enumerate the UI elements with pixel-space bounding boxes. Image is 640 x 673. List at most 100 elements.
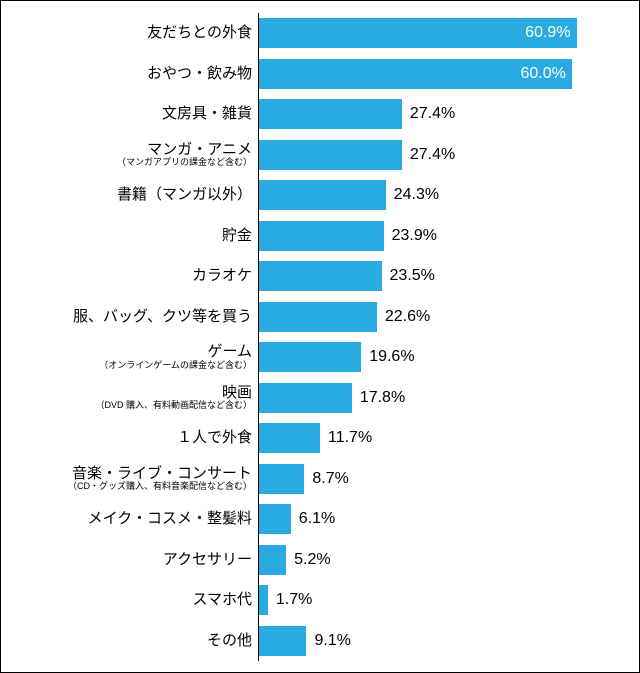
- bar-cell: 5.2%: [259, 540, 631, 581]
- chart-row: メイク・コスメ・整髪料 6.1%: [1, 499, 631, 540]
- bar-value: 27.4%: [410, 105, 455, 123]
- bar-cell: 6.1%: [259, 499, 631, 540]
- bar-label: スマホ代: [192, 592, 252, 609]
- bar-cell: 24.3%: [259, 175, 631, 216]
- label-cell: 友だちとの外食: [1, 13, 259, 54]
- label-cell: メイク・コスメ・整髪料: [1, 499, 259, 540]
- bar-value: 27.4%: [410, 146, 455, 164]
- label-cell: 文房具・雑貨: [1, 94, 259, 135]
- bar-sublabel: （マンガアプリの課金など含む）: [117, 158, 252, 168]
- bar: [259, 99, 402, 129]
- bar-label: 映画: [222, 385, 252, 402]
- label-cell: カラオケ: [1, 256, 259, 297]
- bar-value: 19.6%: [369, 348, 414, 366]
- bar-label: カラオケ: [192, 268, 252, 285]
- bar: 60.0%: [259, 59, 572, 89]
- bar-label: アクセサリー: [163, 552, 252, 569]
- label-cell: 書籍（マンガ以外）: [1, 175, 259, 216]
- bar: [259, 464, 304, 494]
- bar-cell: 23.9%: [259, 216, 631, 257]
- bar-label: ゲーム: [207, 344, 252, 361]
- bar-label: おやつ・飲み物: [147, 66, 252, 83]
- bar-value: 1.7%: [276, 591, 312, 609]
- bar-label: 友だちとの外食: [147, 25, 252, 42]
- label-cell: アクセサリー: [1, 540, 259, 581]
- bar-value: 60.9%: [525, 24, 570, 42]
- bar-sublabel: （DVD 購入、有料動画配信など含む）: [95, 401, 252, 411]
- bar: [259, 221, 384, 251]
- bar-cell: 8.7%: [259, 459, 631, 500]
- label-cell: 服、バッグ、クツ等を買う: [1, 297, 259, 338]
- bar-cell: 11.7%: [259, 418, 631, 459]
- bar-value: 23.5%: [390, 267, 435, 285]
- label-cell: 貯金: [1, 216, 259, 257]
- bar-sublabel: （オンラインゲームの課金など含む）: [99, 361, 252, 371]
- bar-cell: 19.6%: [259, 337, 631, 378]
- chart-row: 文房具・雑貨 27.4%: [1, 94, 631, 135]
- label-cell: スマホ代: [1, 580, 259, 621]
- bar: [259, 545, 286, 575]
- chart-row: アクセサリー 5.2%: [1, 540, 631, 581]
- bar-value: 8.7%: [312, 470, 348, 488]
- chart-row: 友だちとの外食 60.9%: [1, 13, 631, 54]
- chart-row: ゲーム（オンラインゲームの課金など含む） 19.6%: [1, 337, 631, 378]
- bar-label: １人で外食: [177, 430, 252, 447]
- bar-sublabel: （CD・グッズ購入、有料音楽配信など含む）: [68, 482, 252, 492]
- bar-cell: 9.1%: [259, 621, 631, 662]
- bar-label: マンガ・アニメ: [147, 142, 252, 159]
- bar-label: 服、バッグ、クツ等を買う: [73, 309, 252, 326]
- label-cell: おやつ・飲み物: [1, 54, 259, 95]
- bar: [259, 504, 291, 534]
- label-cell: 音楽・ライブ・コンサート（CD・グッズ購入、有料音楽配信など含む）: [1, 459, 259, 500]
- bar-cell: 60.0%: [259, 54, 631, 95]
- label-cell: １人で外食: [1, 418, 259, 459]
- bar-value: 24.3%: [394, 186, 439, 204]
- bar: [259, 383, 352, 413]
- bar-cell: 22.6%: [259, 297, 631, 338]
- label-cell: マンガ・アニメ（マンガアプリの課金など含む）: [1, 135, 259, 176]
- chart-row: マンガ・アニメ（マンガアプリの課金など含む） 27.4%: [1, 135, 631, 176]
- bar-value: 17.8%: [360, 389, 405, 407]
- label-cell: その他: [1, 621, 259, 662]
- chart-row: おやつ・飲み物 60.0%: [1, 54, 631, 95]
- bar-label: 書籍（マンガ以外）: [117, 187, 252, 204]
- bar: [259, 261, 382, 291]
- bar: 60.9%: [259, 18, 577, 48]
- bar-label: 音楽・ライブ・コンサート: [72, 466, 252, 483]
- chart-row: 貯金 23.9%: [1, 216, 631, 257]
- chart-row: その他 9.1%: [1, 621, 631, 662]
- bar: [259, 626, 306, 656]
- chart-row: 書籍（マンガ以外） 24.3%: [1, 175, 631, 216]
- chart-row: 服、バッグ、クツ等を買う 22.6%: [1, 297, 631, 338]
- bar: [259, 302, 377, 332]
- bar-label: 貯金: [222, 228, 252, 245]
- chart-row: スマホ代 1.7%: [1, 580, 631, 621]
- bar-cell: 60.9%: [259, 13, 631, 54]
- chart-row: 映画（DVD 購入、有料動画配信など含む） 17.8%: [1, 378, 631, 419]
- bar: [259, 140, 402, 170]
- chart-row: １人で外食 11.7%: [1, 418, 631, 459]
- bar: [259, 585, 268, 615]
- chart-row: カラオケ 23.5%: [1, 256, 631, 297]
- chart-row: 音楽・ライブ・コンサート（CD・グッズ購入、有料音楽配信など含む） 8.7%: [1, 459, 631, 500]
- bar-cell: 27.4%: [259, 135, 631, 176]
- bar-value: 23.9%: [392, 227, 437, 245]
- bar-value: 60.0%: [520, 65, 565, 83]
- bar-chart: 友だちとの外食60.9%おやつ・飲み物60.0%文房具・雑貨27.4%マンガ・ア…: [0, 0, 640, 673]
- bar-label: 文房具・雑貨: [162, 106, 252, 123]
- bar-value: 6.1%: [299, 510, 335, 528]
- bar-cell: 27.4%: [259, 94, 631, 135]
- label-cell: 映画（DVD 購入、有料動画配信など含む）: [1, 378, 259, 419]
- bar-label: メイク・コスメ・整髪料: [88, 511, 252, 528]
- bar-label: その他: [207, 633, 252, 650]
- bar: [259, 423, 320, 453]
- bar: [259, 342, 361, 372]
- bar-cell: 17.8%: [259, 378, 631, 419]
- bar-value: 5.2%: [294, 551, 330, 569]
- bar-cell: 23.5%: [259, 256, 631, 297]
- bar-value: 11.7%: [328, 429, 372, 447]
- label-cell: ゲーム（オンラインゲームの課金など含む）: [1, 337, 259, 378]
- bar-value: 22.6%: [385, 308, 430, 326]
- bar-value: 9.1%: [314, 632, 350, 650]
- bar-cell: 1.7%: [259, 580, 631, 621]
